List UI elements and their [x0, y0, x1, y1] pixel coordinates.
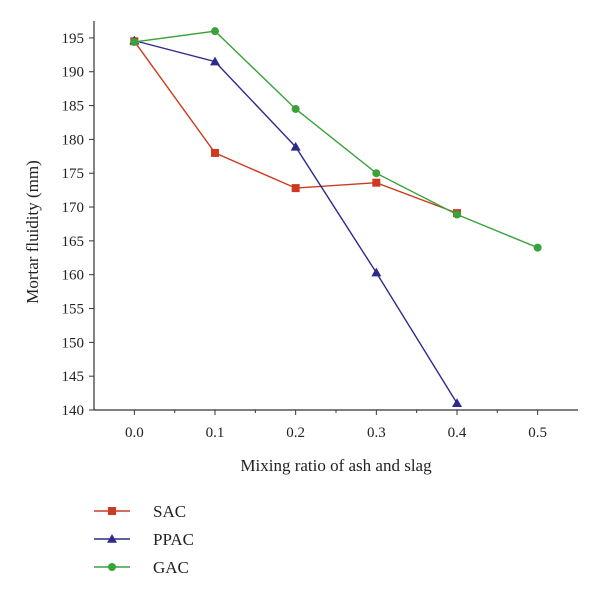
legend-item-gac: GAC — [94, 558, 189, 577]
x-tick-label: 0.2 — [286, 425, 305, 441]
legend-item-sac: SAC — [94, 502, 186, 521]
legend-label: SAC — [153, 502, 186, 521]
x-tick-label: 0.0 — [125, 425, 144, 441]
data-point — [211, 148, 219, 157]
data-point — [290, 141, 301, 151]
legend-item-ppac: PPAC — [94, 530, 194, 549]
series-layer — [129, 27, 542, 407]
y-tick-label: 160 — [62, 268, 85, 284]
data-point — [453, 210, 461, 219]
data-point — [452, 398, 462, 407]
x-tick-label: 0.3 — [367, 425, 386, 441]
series-sac — [130, 37, 461, 218]
series-gac — [130, 27, 542, 252]
y-tick-label: 180 — [62, 132, 85, 148]
series-line — [134, 30, 538, 249]
x-tick-label: 0.5 — [528, 425, 547, 441]
y-tick-label: 145 — [62, 369, 85, 385]
y-tick-label: 150 — [62, 335, 85, 351]
data-point — [108, 563, 116, 571]
x-tick-label: 0.4 — [448, 425, 467, 441]
data-point — [130, 37, 139, 46]
data-point — [291, 184, 300, 193]
data-point — [372, 169, 381, 178]
axes: 0.0 0.1 0.2 0.3 0.4 0.5 140 145 150 155 160 165 170 1… — [62, 21, 578, 441]
x-axis-title: Mixing ratio of ash and slag — [240, 456, 432, 475]
legend-label: PPAC — [153, 530, 194, 549]
data-point — [371, 267, 382, 277]
y-tick-label: 155 — [62, 302, 85, 318]
legend-label: GAC — [153, 558, 189, 577]
data-point — [533, 243, 542, 252]
series-line — [134, 39, 458, 404]
data-point — [107, 534, 117, 543]
y-tick-label: 140 — [62, 403, 85, 419]
y-tick-label: 175 — [62, 166, 85, 182]
series-ppac — [129, 35, 462, 407]
y-tick-label: 185 — [62, 99, 85, 115]
y-tick-label: 170 — [62, 200, 85, 216]
y-axis-title: Mortar fluidity (mm) — [23, 160, 42, 304]
x-tick-label: 0.1 — [206, 425, 225, 441]
data-point — [291, 104, 300, 113]
y-tick-label: 195 — [62, 31, 85, 47]
legend: SAC PPAC GAC — [94, 502, 194, 577]
y-tick-label: 165 — [62, 234, 85, 250]
data-point — [210, 56, 220, 66]
data-point — [211, 27, 219, 36]
data-point — [372, 178, 381, 187]
data-point — [108, 507, 116, 515]
y-tick-label: 190 — [62, 65, 85, 81]
